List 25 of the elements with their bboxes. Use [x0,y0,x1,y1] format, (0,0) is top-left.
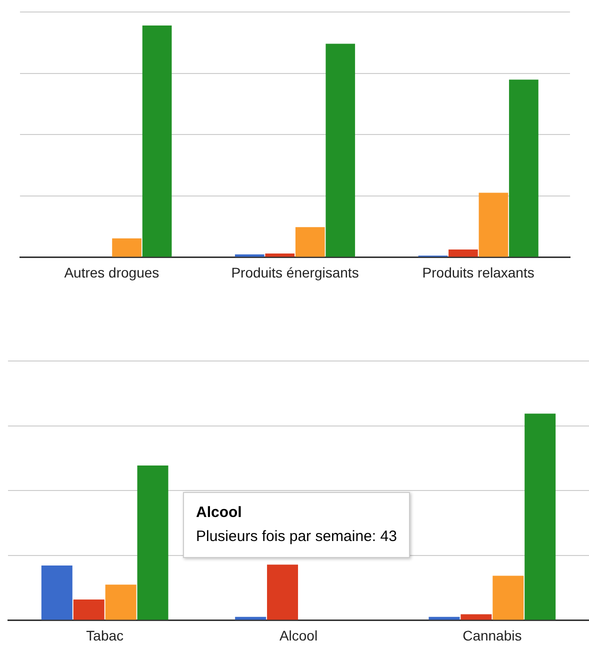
bar [142,25,172,257]
bar [41,565,72,620]
x-tick-label: Autres drogues [64,264,160,280]
bar [492,576,524,620]
x-tick-label: Produits relaxants [422,264,534,280]
x-tick-label: Cannabis [462,627,522,644]
x-tick-label: Produits énergisants [231,264,359,280]
x-tick-label: Alcool [279,627,318,644]
bar [524,414,556,620]
annotation: Plusieurs fois par semaine: 43 [196,527,397,547]
bar [326,44,356,257]
bar [137,466,168,620]
bar [265,253,295,257]
tooltip-box: Alcool Plusieurs fois par semaine: 43 [183,492,410,558]
bar [295,227,325,257]
bar [73,600,104,620]
bar [448,250,478,257]
annotation: Alcool [196,503,243,523]
bar [112,238,142,257]
bar [267,564,298,620]
bar [478,192,508,257]
bar [105,584,136,620]
x-tick-label: Tabac [86,627,124,644]
bar [509,80,538,257]
bar [460,614,492,620]
